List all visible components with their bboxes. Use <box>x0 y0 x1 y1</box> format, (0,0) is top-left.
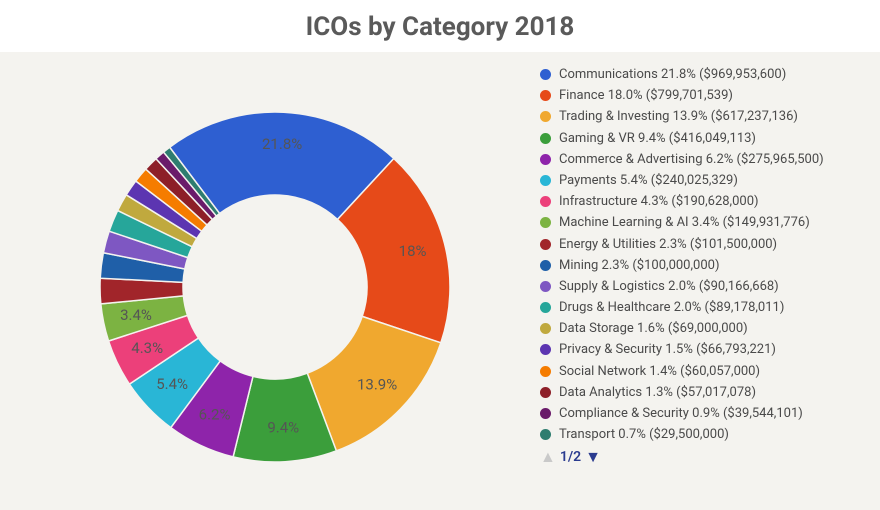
legend-pager: ▲ 1/2 ▼ <box>540 449 870 465</box>
slice-label: 21.8% <box>262 135 302 153</box>
legend-swatch <box>540 175 551 186</box>
legend-swatch <box>540 69 551 80</box>
legend-swatch <box>540 260 551 271</box>
legend-swatch <box>540 429 551 440</box>
legend-swatch <box>540 366 551 377</box>
legend-item[interactable]: Commerce & Advertising 6.2% ($275,965,50… <box>540 153 870 166</box>
legend-label: Transport 0.7% ($29,500,000) <box>559 428 729 441</box>
legend-label: Gaming & VR 9.4% ($416,049,113) <box>559 132 756 145</box>
legend-label: Compliance & Security 0.9% ($39,544,101) <box>559 407 803 420</box>
pager-down-icon[interactable]: ▼ <box>585 449 601 465</box>
legend-swatch <box>540 302 551 313</box>
legend-label: Finance 18.0% ($799,701,539) <box>559 89 733 102</box>
title-bar: ICOs by Category 2018 <box>0 0 880 52</box>
pager-up-icon[interactable]: ▲ <box>540 449 556 465</box>
legend-item[interactable]: Transport 0.7% ($29,500,000) <box>540 428 870 441</box>
legend: Communications 21.8% ($969,953,600) Finan… <box>540 52 880 465</box>
legend-label: Data Analytics 1.3% ($57,017,078) <box>559 386 756 399</box>
legend-item[interactable]: Machine Learning & AI 3.4% ($149,931,776… <box>540 216 870 229</box>
legend-item[interactable]: Trading & Investing 13.9% ($617,237,136) <box>540 110 870 123</box>
page-title: ICOs by Category 2018 <box>0 12 880 42</box>
legend-swatch <box>540 239 551 250</box>
legend-swatch <box>540 133 551 144</box>
legend-item[interactable]: Social Network 1.4% ($60,057,000) <box>540 365 870 378</box>
slice-label: 6.2% <box>199 405 231 423</box>
legend-item[interactable]: Drugs & Healthcare 2.0% ($89,178,011) <box>540 301 870 314</box>
legend-label: Social Network 1.4% ($60,057,000) <box>559 365 760 378</box>
legend-item[interactable]: Energy & Utilities 2.3% ($101,500,000) <box>540 238 870 251</box>
legend-label: Infrastructure 4.3% ($190,628,000) <box>559 195 759 208</box>
legend-swatch <box>540 281 551 292</box>
slice-label: 18% <box>399 242 427 260</box>
legend-item[interactable]: Communications 21.8% ($969,953,600) <box>540 68 870 81</box>
legend-label: Drugs & Healthcare 2.0% ($89,178,011) <box>559 301 784 314</box>
legend-item[interactable]: Mining 2.3% ($100,000,000) <box>540 259 870 272</box>
legend-item[interactable]: Finance 18.0% ($799,701,539) <box>540 89 870 102</box>
legend-label: Machine Learning & AI 3.4% ($149,931,776… <box>559 216 810 229</box>
legend-label: Energy & Utilities 2.3% ($101,500,000) <box>559 238 777 251</box>
legend-swatch <box>540 408 551 419</box>
slice-label: 5.4% <box>156 375 188 393</box>
slice-label: 4.3% <box>131 339 163 357</box>
chart-area: 21.8% 18% 13.9% 9.4% 6.2% 5.4% 4.3% 3.4% Commun… <box>0 52 880 510</box>
legend-label: Communications 21.8% ($969,953,600) <box>559 68 786 81</box>
slice-label: 3.4% <box>120 306 152 324</box>
legend-label: Commerce & Advertising 6.2% ($275,965,50… <box>559 153 824 166</box>
legend-item[interactable]: Infrastructure 4.3% ($190,628,000) <box>540 195 870 208</box>
legend-swatch <box>540 196 551 207</box>
donut-chart: 21.8% 18% 13.9% 9.4% 6.2% 5.4% 4.3% 3.4% <box>0 52 540 502</box>
legend-label: Trading & Investing 13.9% ($617,237,136) <box>559 110 798 123</box>
legend-label: Supply & Logistics 2.0% ($90,166,668) <box>559 280 779 293</box>
legend-item[interactable]: Privacy & Security 1.5% ($66,793,221) <box>540 343 870 356</box>
legend-label: Mining 2.3% ($100,000,000) <box>559 259 720 272</box>
slice-label: 9.4% <box>267 419 299 437</box>
legend-swatch <box>540 217 551 228</box>
legend-item[interactable]: Payments 5.4% ($240,025,329) <box>540 174 870 187</box>
legend-label: Payments 5.4% ($240,025,329) <box>559 174 738 187</box>
slice-label: 13.9% <box>357 376 397 394</box>
legend-swatch <box>540 111 551 122</box>
legend-item[interactable]: Data Storage 1.6% ($69,000,000) <box>540 322 870 335</box>
legend-swatch <box>540 387 551 398</box>
legend-label: Privacy & Security 1.5% ($66,793,221) <box>559 343 776 356</box>
legend-label: Data Storage 1.6% ($69,000,000) <box>559 322 748 335</box>
legend-swatch <box>540 344 551 355</box>
legend-swatch <box>540 323 551 334</box>
legend-item[interactable]: Data Analytics 1.3% ($57,017,078) <box>540 386 870 399</box>
legend-swatch <box>540 90 551 101</box>
legend-item[interactable]: Gaming & VR 9.4% ($416,049,113) <box>540 132 870 145</box>
legend-swatch <box>540 154 551 165</box>
legend-item[interactable]: Compliance & Security 0.9% ($39,544,101) <box>540 407 870 420</box>
pager-text: 1/2 <box>560 449 581 465</box>
legend-item[interactable]: Supply & Logistics 2.0% ($90,166,668) <box>540 280 870 293</box>
